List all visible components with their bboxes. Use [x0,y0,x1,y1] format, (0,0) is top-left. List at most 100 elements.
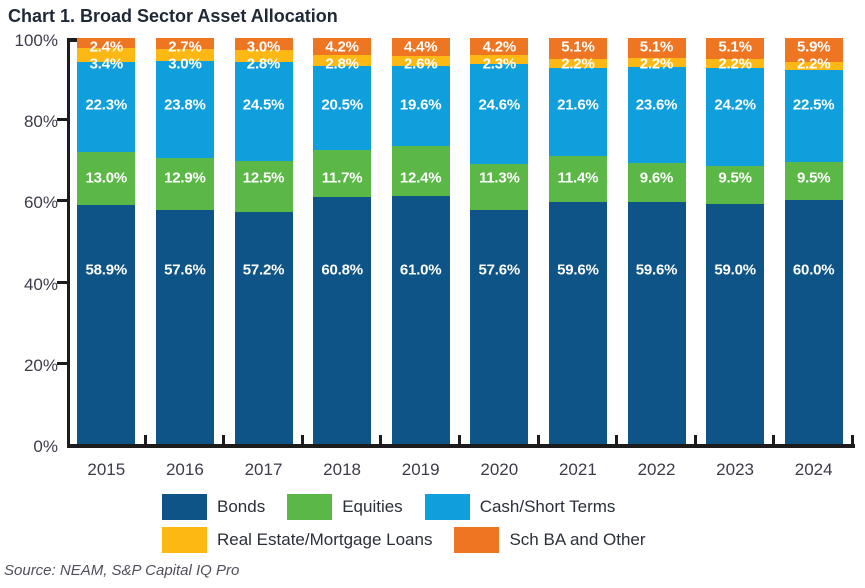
legend-swatch-icon [454,527,500,553]
x-axis-category-label: 2021 [558,460,597,479]
bar-value-label: 4.2% [325,38,359,56]
x-axis-tick-mark [851,435,854,444]
bar-value-label: 24.5% [242,96,285,114]
bar-segment-cash [391,66,450,146]
legend-label: Bonds [217,497,266,516]
legend-swatch-icon [162,494,207,520]
legend-swatch-icon [287,494,333,520]
x-axis-category-label: 2020 [480,460,519,479]
bar-segment-cash [155,61,214,158]
x-axis-tick-mark [693,435,697,444]
bar-value-label: 60.8% [321,261,363,279]
bar-value-label: 19.6% [399,96,442,114]
bar-segment-equities [627,163,686,203]
x-axis-tick-mark [379,435,383,444]
bar-value-label: 9.5% [796,169,831,187]
bar-segment-real_estate [77,47,136,62]
bar-value-label: 22.5% [792,96,835,114]
x-axis-tick-mark [458,435,461,444]
y-axis-top-tick [67,38,82,42]
legend-label: Equities [342,497,403,516]
bar-segment-real_estate [391,55,450,67]
legend-item: Sch BA and Other [454,527,646,553]
bar-value-label: 2.2% [639,55,674,73]
legend-item: Bonds [162,494,265,520]
bar-segment-cash [706,67,765,166]
source-note: Source: NEAM, S&P Capital IQ Pro [4,562,240,579]
bar-value-label: 9.6% [639,169,674,187]
bar-segment-sch_ba [470,38,529,56]
bar-value-label: 2.2% [718,55,752,73]
bar-segment-sch_ba [155,38,214,49]
bar-segment-real_estate [706,58,765,68]
y-axis-tick-mark [57,118,67,122]
bar-value-label: 3.0% [246,38,281,56]
bar-value-label: 20.5% [321,96,363,114]
bar-segment-bonds [627,202,686,444]
bar-value-label: 2.8% [325,55,359,73]
bar-segment-real_estate [313,55,372,67]
x-axis-category-label: 2017 [244,460,283,479]
bar-value-label: 22.3% [85,96,128,114]
bar-value-label: 24.2% [714,96,756,114]
y-axis-tick-label: 100% [14,31,58,50]
bar-value-label: 11.4% [557,169,599,187]
x-axis-tick-mark [300,435,304,444]
bar-segment-equities [77,152,136,205]
bar-value-label: 5.1% [718,38,752,56]
bar-segment-cash [313,66,372,150]
bar-segment-equities [234,161,293,212]
bar-value-label: 3.4% [89,55,124,73]
legend-row: Bonds Equities Cash/Short Terms [162,494,646,520]
bar-value-label: 3.0% [168,55,202,73]
bar-value-label: 2.8% [246,55,281,73]
bar-value-label: 4.4% [403,38,438,56]
chart-title: Chart 1. Broad Sector Asset Allocation [8,6,338,26]
bar-segment-real_estate [627,58,686,68]
bar-segment-cash [77,61,136,153]
bar-segment-real_estate [784,61,843,71]
x-axis-category-label: 2016 [165,460,204,479]
x-axis-tick-mark [143,435,147,444]
bar-value-label: 21.6% [557,96,599,114]
legend-item: Real Estate/Mortgage Loans [162,527,432,553]
bar-segment-equities [470,164,529,211]
bar-value-label: 2.3% [482,55,517,73]
y-axis-tick-mark [57,280,67,284]
y-axis-tick-label: 60% [23,193,58,213]
x-axis-category-label: 2022 [637,460,676,479]
bar-segment-bonds [706,204,765,444]
y-axis-tick-mark [57,361,67,365]
bar-value-label: 5.1% [639,38,674,56]
bar-value-label: 24.6% [478,96,521,114]
bar-segment-bonds [313,197,372,444]
bar-value-label: 58.9% [85,261,128,279]
bar-value-label: 9.5% [718,169,752,187]
bar-segment-bonds [77,204,136,444]
bar-segment-equities [313,149,372,198]
bar-value-label: 11.7% [321,169,363,187]
legend-row: Real Estate/Mortgage Loans Sch BA and Oth… [162,527,646,553]
legend: Bonds Equities Cash/Short Terms Real Estate… [162,494,646,553]
bar-segment-cash [548,68,607,156]
bar-segment-sch_ba [313,38,372,56]
bar-value-label: 61.0% [399,261,442,279]
bar-segment-sch_ba [706,38,765,59]
bar-segment-bonds [548,202,607,444]
bar-segment-real_estate [548,59,607,69]
y-axis-tick-label: 0% [33,437,58,456]
legend-item: Equities [287,494,403,520]
bar-segment-equities [706,165,765,205]
bar-value-label: 59.6% [557,261,599,279]
bar-value-label: 23.6% [635,96,678,114]
bar-value-label: 12.9% [164,169,206,187]
bar-value-label: 11.3% [478,169,520,187]
bar-value-label: 4.2% [482,38,517,56]
bar-segment-equities [155,157,214,211]
bar-value-label: 13.0% [85,169,128,187]
bar-segment-cash [470,64,529,165]
x-axis-category-label: 2015 [87,460,126,479]
bar-value-label: 5.9% [796,38,831,56]
legend-swatch-icon [162,527,207,553]
